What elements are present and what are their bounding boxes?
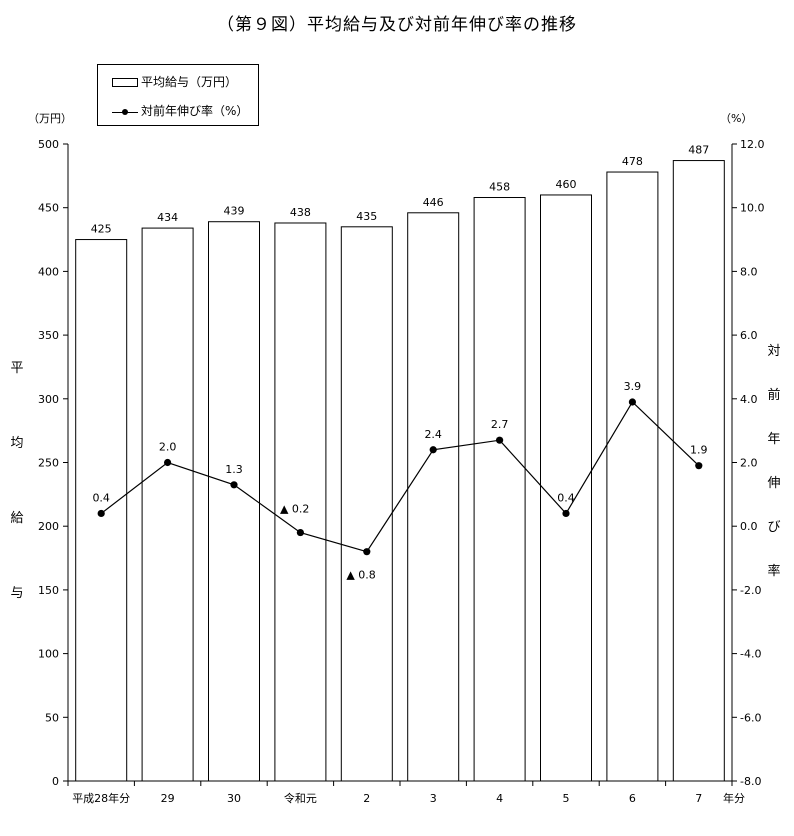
left-tick-label: 500 xyxy=(38,138,59,151)
left-axis-title-char: 均 xyxy=(10,436,24,451)
bar-value-label: 439 xyxy=(224,205,245,218)
bar xyxy=(407,212,460,782)
legend-item-line: 対前年伸び率（%） xyxy=(112,103,248,119)
growth-rate-label: ▲ 0.8 xyxy=(346,569,375,582)
left-axis-title: 平 均 給 与 xyxy=(10,362,24,600)
chart-title: （第９図）平均給与及び対前年伸び率の推移 xyxy=(217,15,577,35)
left-axis-title-char: 与 xyxy=(10,586,24,601)
bar-value-label: 438 xyxy=(290,206,311,219)
bar-value-label: 460 xyxy=(556,178,577,191)
growth-rate-point xyxy=(628,398,637,406)
growth-rate-point xyxy=(496,436,504,444)
growth-rate-label: 3.9 xyxy=(624,380,642,393)
left-tick-label: 450 xyxy=(38,202,59,215)
legend: 平均給与（万円） 対前年伸び率（%） xyxy=(97,64,259,126)
growth-rate-point xyxy=(695,462,703,470)
growth-rate-label: 2.7 xyxy=(491,418,509,431)
left-tick-label: 100 xyxy=(38,648,59,661)
legend-line-swatch xyxy=(112,107,138,117)
right-tick-label: 4.0 xyxy=(740,393,758,406)
left-tick-label: 250 xyxy=(38,457,59,470)
growth-rate-label: 0.4 xyxy=(557,491,575,504)
growth-rate-point xyxy=(230,481,238,489)
bar xyxy=(141,227,194,782)
left-tick-label: 150 xyxy=(38,584,59,597)
growth-rate-point xyxy=(97,509,105,518)
bar-value-label: 487 xyxy=(688,144,709,157)
right-tick-label: 8.0 xyxy=(740,265,758,278)
legend-line-label: 対前年伸び率（%） xyxy=(141,104,249,118)
right-tick-label: 0.0 xyxy=(740,520,758,533)
growth-rate-point xyxy=(296,528,304,537)
bar-value-label: 425 xyxy=(91,223,112,236)
bar-value-label: 478 xyxy=(622,155,643,168)
growth-rate-label: ▲ 0.2 xyxy=(280,503,309,516)
right-axis-title-char: 対 xyxy=(767,344,781,359)
bar xyxy=(606,171,659,782)
x-tick-label: 30 xyxy=(227,792,241,805)
left-axis-title-char: 平 xyxy=(10,361,24,376)
x-tick-label: 7 xyxy=(695,792,702,805)
x-axis-suffix: 年分 xyxy=(723,791,745,805)
bar-value-label: 434 xyxy=(157,211,178,224)
growth-rate-label: 2.0 xyxy=(159,441,177,454)
bar-value-label: 458 xyxy=(489,181,510,194)
growth-rate-label: 1.9 xyxy=(690,444,708,457)
right-axis-title-char: 伸 xyxy=(767,476,781,491)
growth-rate-point xyxy=(562,509,570,518)
bar-value-label: 435 xyxy=(356,210,377,223)
growth-rate-line xyxy=(100,401,700,553)
left-axis-unit: （万円） xyxy=(28,112,72,125)
left-tick-label: 50 xyxy=(45,711,59,724)
left-tick-label: 200 xyxy=(38,520,59,533)
legend-bar-label: 平均給与（万円） xyxy=(141,75,238,89)
x-tick-label: 2 xyxy=(363,792,370,805)
legend-item-bar: 平均給与（万円） xyxy=(112,74,237,90)
right-tick-label: 6.0 xyxy=(740,329,758,342)
bar-value-label: 446 xyxy=(423,196,444,209)
growth-rate-label: 2.4 xyxy=(424,428,442,441)
left-tick-label: 350 xyxy=(38,329,59,342)
right-axis-title-char: び xyxy=(767,520,781,535)
right-tick-label: 12.0 xyxy=(740,138,765,151)
x-tick-label: 3 xyxy=(430,792,437,805)
bar xyxy=(274,222,327,782)
right-tick-label: -6.0 xyxy=(740,711,761,724)
bar xyxy=(208,221,260,782)
x-tick-label: 6 xyxy=(629,792,636,805)
right-tick-label: -8.0 xyxy=(740,775,761,788)
left-tick-label: 400 xyxy=(38,265,59,278)
bar xyxy=(340,226,393,782)
bar xyxy=(540,194,592,782)
right-axis-title: 対 前 年 伸 び 率 xyxy=(767,345,781,578)
left-tick-label: 300 xyxy=(38,393,59,406)
x-tick-label: 令和元 xyxy=(284,791,317,805)
x-tick-label: 5 xyxy=(563,792,570,805)
right-axis-unit: （%） xyxy=(720,112,753,125)
x-tick-label: 29 xyxy=(161,792,175,805)
right-axis-title-char: 率 xyxy=(767,564,781,579)
bar xyxy=(672,160,725,782)
left-axis-title-char: 給 xyxy=(10,511,24,526)
right-tick-label: 10.0 xyxy=(740,202,765,215)
right-axis-title-char: 前 xyxy=(767,388,781,403)
growth-rate-point xyxy=(429,446,437,454)
growth-rate-point xyxy=(164,458,172,467)
right-tick-label: -2.0 xyxy=(740,584,761,597)
growth-rate-point xyxy=(363,548,371,556)
growth-rate-label: 0.4 xyxy=(92,491,110,504)
right-tick-label: -4.0 xyxy=(740,648,761,661)
right-tick-label: 2.0 xyxy=(740,457,758,470)
bar xyxy=(473,197,526,782)
legend-bar-swatch xyxy=(112,78,138,87)
left-tick-label: 0 xyxy=(52,775,59,788)
growth-rate-label: 1.3 xyxy=(225,463,243,476)
x-tick-label: 平成28年分 xyxy=(72,791,130,805)
right-axis-title-char: 年 xyxy=(767,432,781,447)
x-tick-label: 4 xyxy=(496,792,503,805)
